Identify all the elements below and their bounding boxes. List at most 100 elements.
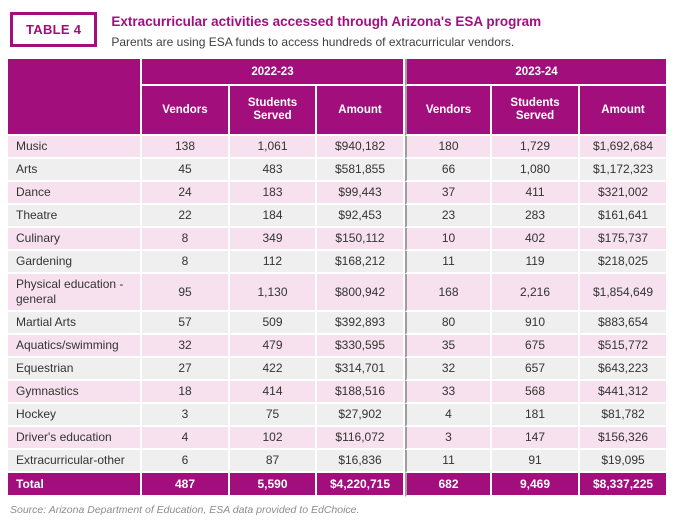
- data-cell: 675: [492, 335, 581, 358]
- row-label: Music: [8, 136, 142, 159]
- table-row: Music 138 1,061 $940,182 180 1,729 $1,692,684: [8, 136, 669, 159]
- data-cell: 33: [405, 381, 493, 404]
- data-cell: 24: [142, 182, 230, 205]
- data-cell: $581,855: [317, 159, 406, 182]
- data-cell: 402: [492, 228, 581, 251]
- row-label-header-cell: [8, 59, 142, 136]
- data-cell: 57: [142, 312, 230, 335]
- row-label: Physical education -general: [8, 274, 142, 312]
- col-header-students-2: Students Served: [492, 86, 581, 136]
- data-cell: 1,080: [492, 159, 581, 182]
- total-label: Total: [8, 473, 142, 497]
- data-cell: 45: [142, 159, 230, 182]
- year-group-2023-24: 2023-24: [405, 59, 669, 86]
- data-cell: $168,212: [317, 251, 406, 274]
- total-cell: $4,220,715: [317, 473, 406, 497]
- data-cell: 1,130: [230, 274, 317, 312]
- table-row: Gardening 8 112 $168,212 11 119 $218,025: [8, 251, 669, 274]
- table-row: Equestrian 27 422 $314,701 32 657 $643,223: [8, 358, 669, 381]
- table-row: Culinary 8 349 $150,112 10 402 $175,737: [8, 228, 669, 251]
- col-header-vendors-1: Vendors: [142, 86, 230, 136]
- data-cell: 414: [230, 381, 317, 404]
- table-row: Theatre 22 184 $92,453 23 283 $161,641: [8, 205, 669, 228]
- data-cell: 138: [142, 136, 230, 159]
- data-cell: 95: [142, 274, 230, 312]
- data-cell: $27,902: [317, 404, 406, 427]
- data-cell: 80: [405, 312, 493, 335]
- data-cell: 183: [230, 182, 317, 205]
- data-cell: $321,002: [580, 182, 669, 205]
- data-cell: 3: [405, 427, 493, 450]
- data-cell: $81,782: [580, 404, 669, 427]
- data-cell: 23: [405, 205, 493, 228]
- row-label: Culinary: [8, 228, 142, 251]
- total-cell: 487: [142, 473, 230, 497]
- row-label: Martial Arts: [8, 312, 142, 335]
- figure-header: TABLE 4 Extracurricular activities acces…: [10, 12, 668, 49]
- data-cell: 910: [492, 312, 581, 335]
- data-cell: 180: [405, 136, 493, 159]
- total-row: Total 487 5,590 $4,220,715 682 9,469 $8,…: [8, 473, 669, 497]
- data-cell: 37: [405, 182, 493, 205]
- data-cell: $1,854,649: [580, 274, 669, 312]
- row-label: Theatre: [8, 205, 142, 228]
- data-cell: $1,692,684: [580, 136, 669, 159]
- data-cell: 8: [142, 251, 230, 274]
- data-cell: $19,095: [580, 450, 669, 473]
- data-cell: 32: [142, 335, 230, 358]
- figure-subtitle: Parents are using ESA funds to access hu…: [111, 35, 515, 49]
- row-label: Aquatics/swimming: [8, 335, 142, 358]
- data-cell: 483: [230, 159, 317, 182]
- data-cell: $314,701: [317, 358, 406, 381]
- data-cell: 27: [142, 358, 230, 381]
- figure-title: Extracurricular activities accessed thro…: [111, 14, 542, 29]
- data-cell: 147: [492, 427, 581, 450]
- data-cell: 119: [492, 251, 581, 274]
- row-label: Dance: [8, 182, 142, 205]
- data-cell: $392,893: [317, 312, 406, 335]
- data-cell: 75: [230, 404, 317, 427]
- data-cell: 8: [142, 228, 230, 251]
- data-cell: $1,172,323: [580, 159, 669, 182]
- row-label: Hockey: [8, 404, 142, 427]
- table-row: Driver's education 4 102 $116,072 3 147 $156,3…: [8, 427, 669, 450]
- col-header-amount-2: Amount: [580, 86, 669, 136]
- col-header-students-1: Students Served: [230, 86, 317, 136]
- data-cell: 66: [405, 159, 493, 182]
- data-cell: 283: [492, 205, 581, 228]
- table-figure: TABLE 4 Extracurricular activities acces…: [8, 12, 669, 516]
- data-cell: $330,595: [317, 335, 406, 358]
- data-cell: $515,772: [580, 335, 669, 358]
- data-cell: 102: [230, 427, 317, 450]
- total-cell: 5,590: [230, 473, 317, 497]
- table-row: Extracurricular-other 6 87 $16,836 11 91 $19,0…: [8, 450, 669, 473]
- data-cell: 11: [405, 450, 493, 473]
- data-cell: 4: [405, 404, 493, 427]
- data-cell: $175,737: [580, 228, 669, 251]
- data-cell: $800,942: [317, 274, 406, 312]
- table-body: Music 138 1,061 $940,182 180 1,729 $1,692,684 A…: [8, 136, 669, 473]
- row-label: Gardening: [8, 251, 142, 274]
- data-cell: 657: [492, 358, 581, 381]
- data-cell: 1,061: [230, 136, 317, 159]
- data-cell: 3: [142, 404, 230, 427]
- source-note: Source: Arizona Department of Education,…: [10, 504, 360, 516]
- figure-header-text: Extracurricular activities accessed thro…: [111, 12, 541, 49]
- data-cell: 168: [405, 274, 493, 312]
- data-cell: 479: [230, 335, 317, 358]
- data-cell: $150,112: [317, 228, 406, 251]
- data-cell: 422: [230, 358, 317, 381]
- data-cell: 91: [492, 450, 581, 473]
- data-cell: $156,326: [580, 427, 669, 450]
- table-row: Hockey 3 75 $27,902 4 181 $81,782: [8, 404, 669, 427]
- data-cell: $16,836: [317, 450, 406, 473]
- year-group-header-row: 2022-23 2023-24: [8, 59, 669, 136]
- data-cell: 32: [405, 358, 493, 381]
- row-label: Equestrian: [8, 358, 142, 381]
- data-cell: 349: [230, 228, 317, 251]
- year-group-2022-23: 2022-23: [142, 59, 406, 86]
- data-cell: 184: [230, 205, 317, 228]
- data-cell: 22: [142, 205, 230, 228]
- data-cell: 87: [230, 450, 317, 473]
- data-cell: $218,025: [580, 251, 669, 274]
